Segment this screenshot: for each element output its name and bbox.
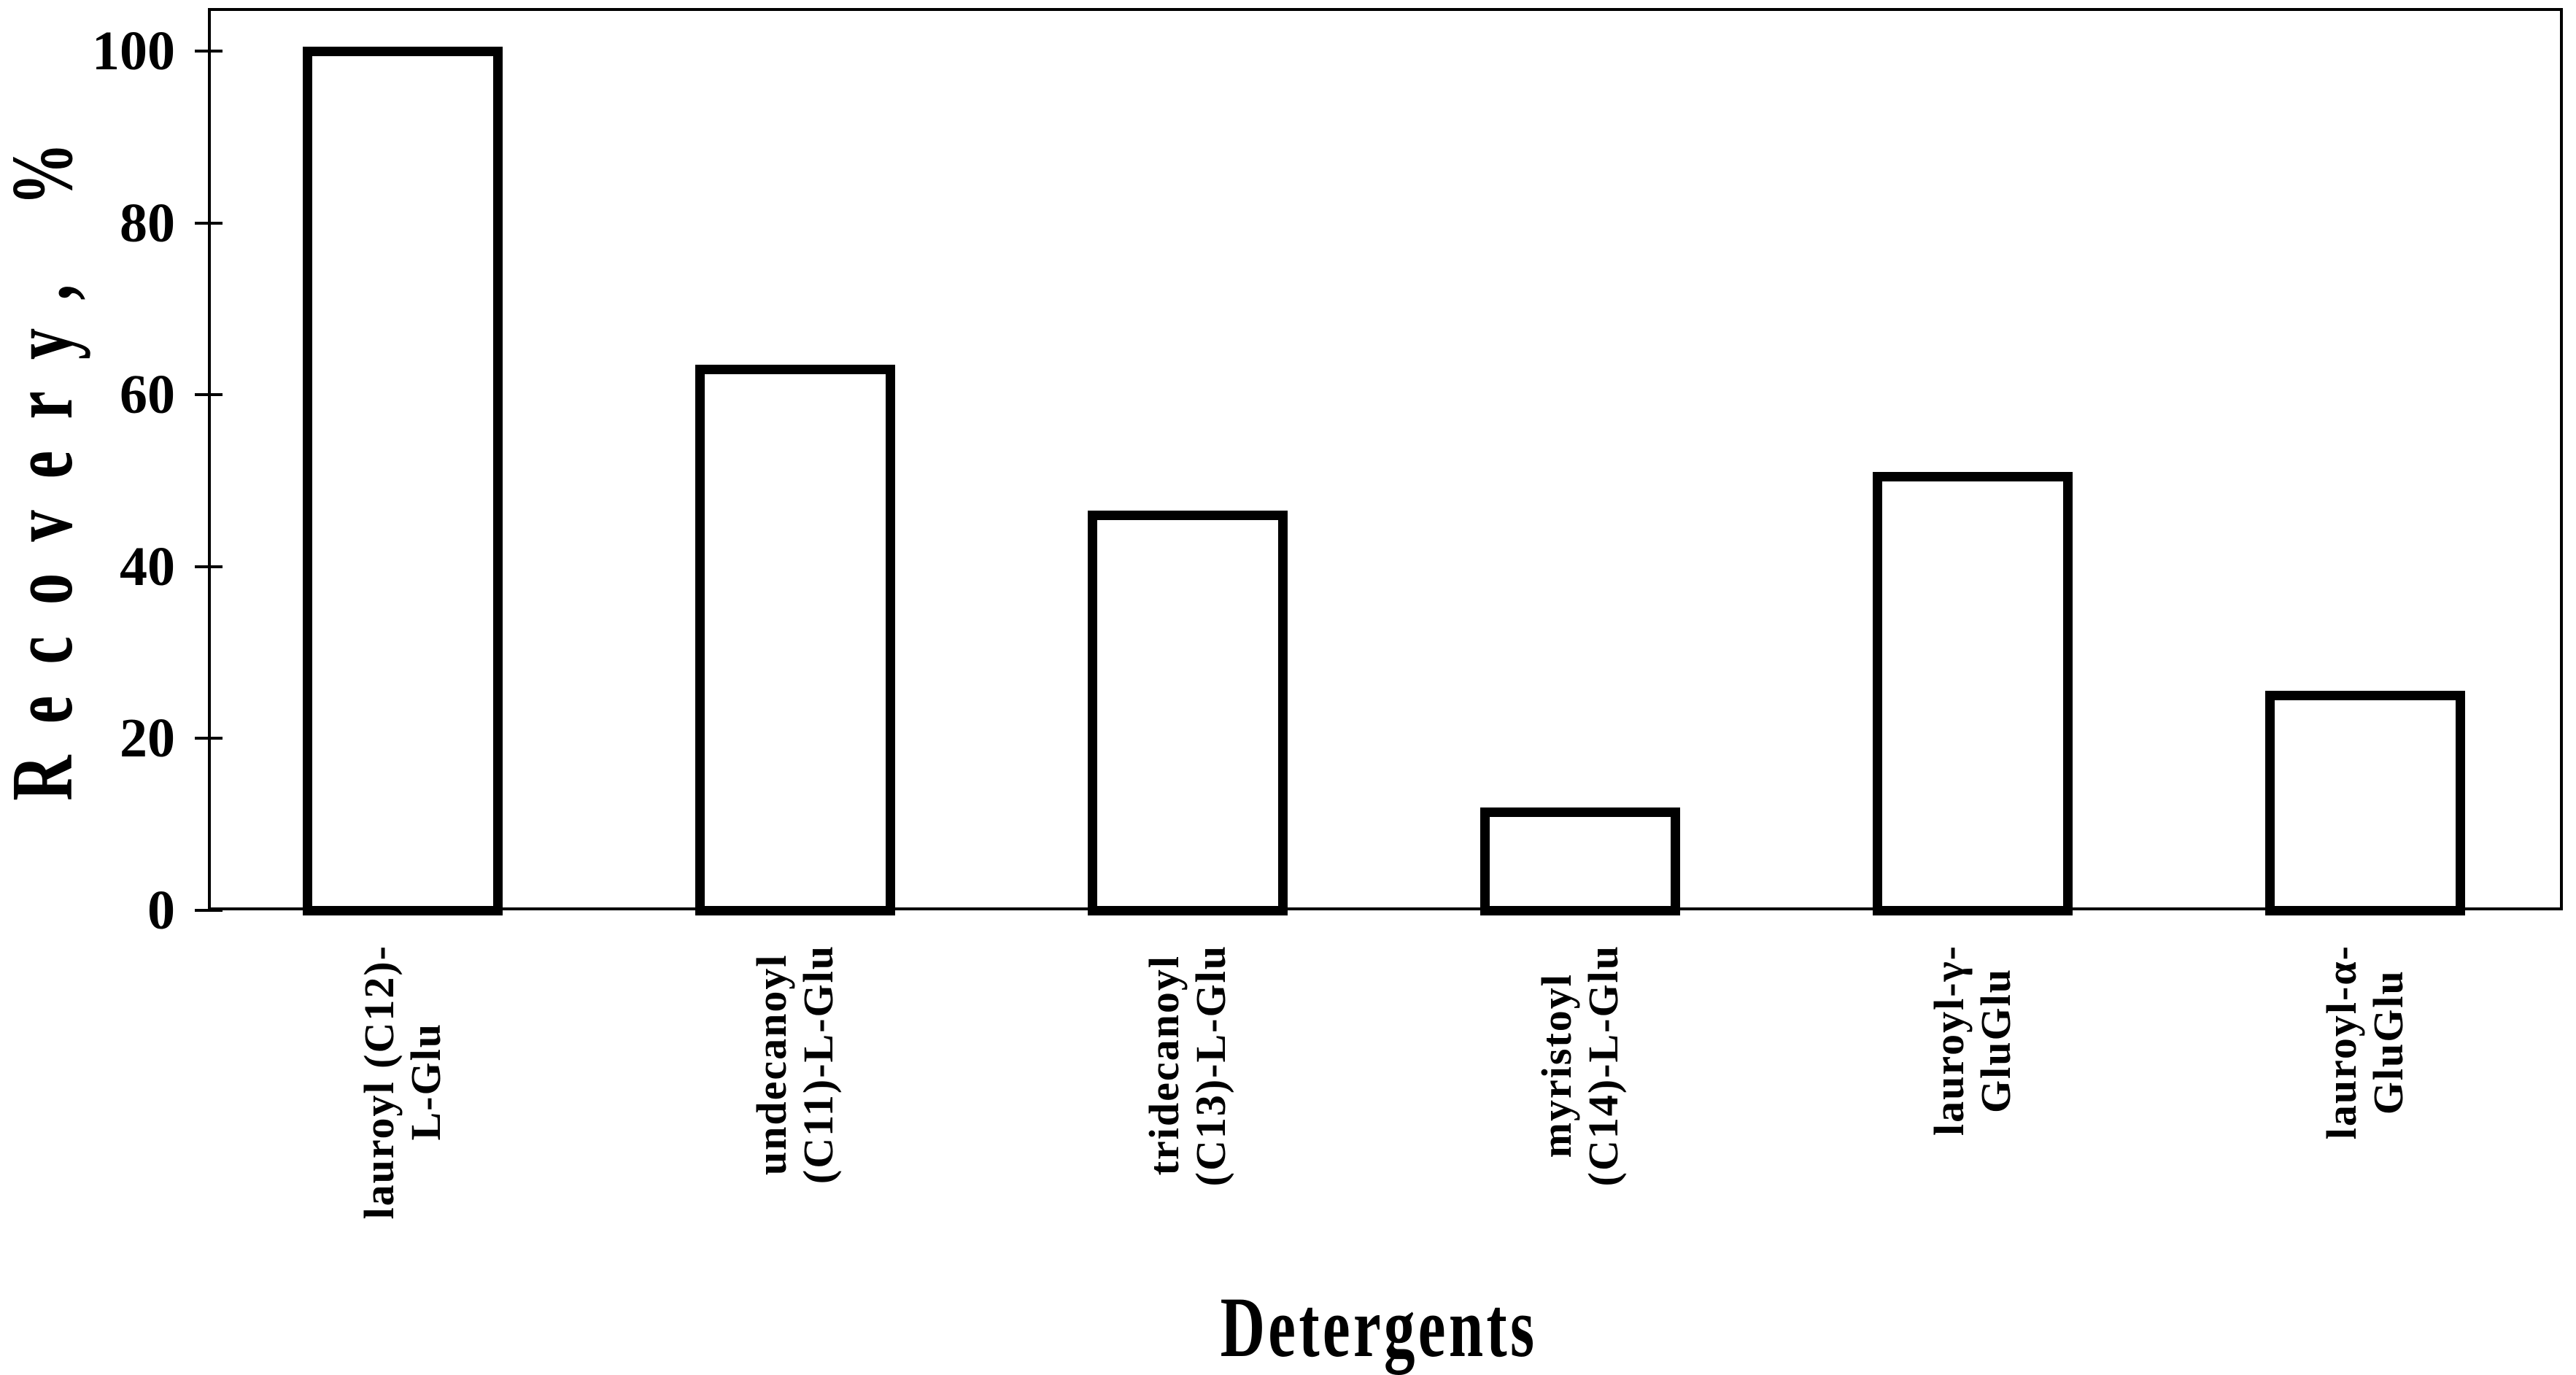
y-tick-label-40: 40	[120, 535, 175, 597]
x-axis-label-3: tridecanoyl (C13)-L-Glu	[1140, 945, 1234, 1187]
plot-area	[208, 8, 2563, 910]
y-tick-0	[195, 909, 223, 912]
x-axis-label-6: lauroyl-α- GluGlu	[2318, 945, 2412, 1140]
y-tick-100	[195, 49, 223, 53]
x-axis-title: Detergents	[1220, 1279, 1538, 1375]
x-axis-label-2: undecanoyl (C11)-L-Glu	[748, 945, 842, 1185]
x-axis-label-5: lauroyl-γ- GluGlu	[1925, 945, 2019, 1136]
y-tick-label-0: 0	[147, 880, 175, 941]
bar-2	[695, 364, 895, 915]
bar-3	[1088, 511, 1288, 915]
x-axis-label-4: myristoyl (C14)-L-Glu	[1533, 945, 1627, 1187]
bar-5	[1873, 472, 2073, 915]
y-tick-60	[195, 393, 223, 397]
y-tick-label-80: 80	[120, 192, 175, 254]
bar-6	[2265, 691, 2465, 915]
bar-4	[1480, 807, 1680, 915]
y-tick-label-60: 60	[120, 364, 175, 426]
x-axis-label-1: lauroyl (C12)- L-Glu	[355, 945, 449, 1220]
y-tick-label-100: 100	[92, 20, 175, 82]
y-tick-label-20: 20	[120, 708, 175, 770]
y-tick-40	[195, 565, 223, 568]
y-tick-20	[195, 737, 223, 740]
y-tick-80	[195, 221, 223, 225]
bar-1	[303, 46, 503, 915]
